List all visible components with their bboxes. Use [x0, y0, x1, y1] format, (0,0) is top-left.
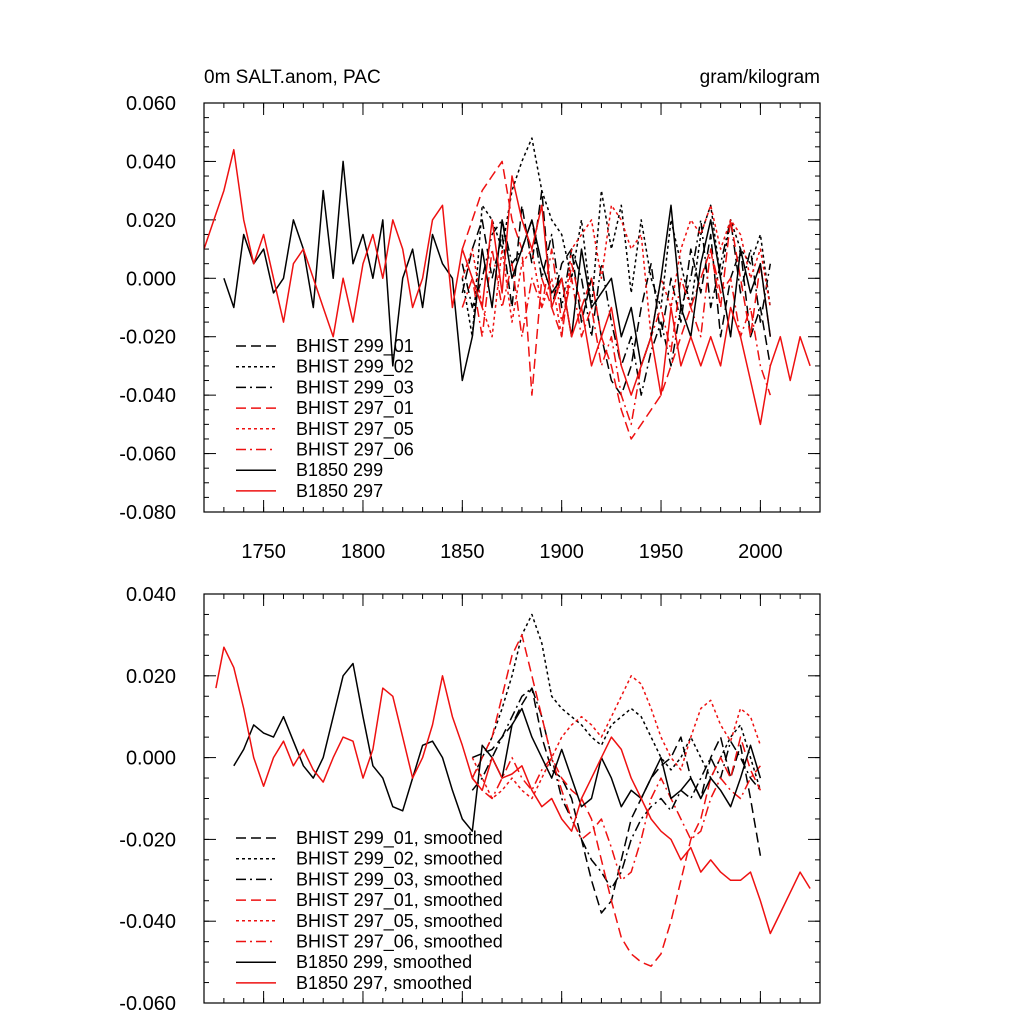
legend-label: BHIST 299_03: [296, 377, 414, 398]
y-tick-label: -0.020: [119, 327, 176, 349]
x-tick-label: 1800: [341, 541, 386, 563]
x-tick-label: 1950: [639, 541, 684, 563]
plot-frame: [203, 593, 821, 1004]
legend-label: BHIST 299_01: [296, 336, 414, 357]
legend-label: BHIST 299_02: [296, 357, 414, 378]
units-label: gram/kilogram: [700, 67, 820, 88]
x-tick-label: 2000: [738, 541, 783, 563]
y-tick-label: 0.020: [126, 210, 176, 232]
y-tick-label: 0.060: [126, 93, 176, 115]
legend-label: BHIST 297_05, smoothed: [296, 911, 503, 932]
y-tick-label: -0.060: [119, 993, 176, 1015]
legend-label: BHIST 297_05: [296, 419, 414, 440]
y-tick-label: 0.020: [126, 666, 176, 688]
y-tick-label: 0.000: [126, 748, 176, 770]
legend-label: BHIST 297_01, smoothed: [296, 890, 503, 911]
legend-label: B1850 297: [296, 481, 383, 501]
legend-label: BHIST 297_01: [296, 398, 414, 419]
series-group: [215, 613, 811, 967]
series-line: [223, 160, 772, 382]
legend-label: B1850 299: [296, 460, 383, 480]
chart-title: 0m SALT.anom, PAC: [204, 67, 381, 88]
y-tick-label: -0.080: [119, 502, 176, 524]
legend-label: BHIST 297_06: [296, 440, 414, 461]
y-tick-label: -0.020: [119, 829, 176, 851]
legend-label: BHIST 299_03, smoothed: [296, 869, 503, 890]
series-line: [471, 756, 761, 882]
y-tick-label: 0.040: [126, 151, 176, 173]
x-tick-label: 1750: [241, 541, 286, 563]
series-line: [471, 634, 762, 967]
x-tick-label: 1850: [440, 541, 485, 563]
series-line: [471, 687, 761, 890]
series-line: [461, 160, 772, 440]
series-line: [471, 675, 762, 800]
y-tick-label: 0.040: [126, 584, 176, 606]
series-line: [461, 248, 772, 426]
series-line: [471, 613, 762, 791]
series-group: [204, 137, 811, 440]
y-tick-label: -0.060: [119, 444, 176, 466]
series-line: [472, 687, 762, 914]
legend-label: BHIST 299_01, smoothed: [296, 828, 503, 849]
y-tick-label: 0.000: [126, 268, 176, 290]
legend-label: B1850 297, smoothed: [296, 973, 472, 993]
y-tick-label: -0.040: [119, 911, 176, 933]
plot-frame: [203, 102, 821, 513]
legend-label: B1850 299, smoothed: [296, 952, 472, 972]
legend-label: BHIST 297_06, smoothed: [296, 932, 503, 953]
top-panel: 0m SALT.anom, PAC gram/kilogram 1750 1800 18…: [119, 67, 821, 563]
series-line: [461, 204, 772, 338]
legend-label: BHIST 299_02, smoothed: [296, 849, 503, 870]
x-tick-label: 1900: [539, 541, 584, 563]
series-line: [204, 148, 811, 426]
y-tick-label: -0.040: [119, 385, 176, 407]
bottom-panel: 0.040 0.020 0.000 -0.020 -0.040 -0.060 BHIST 2…: [119, 584, 821, 1015]
series-line: [215, 646, 811, 935]
